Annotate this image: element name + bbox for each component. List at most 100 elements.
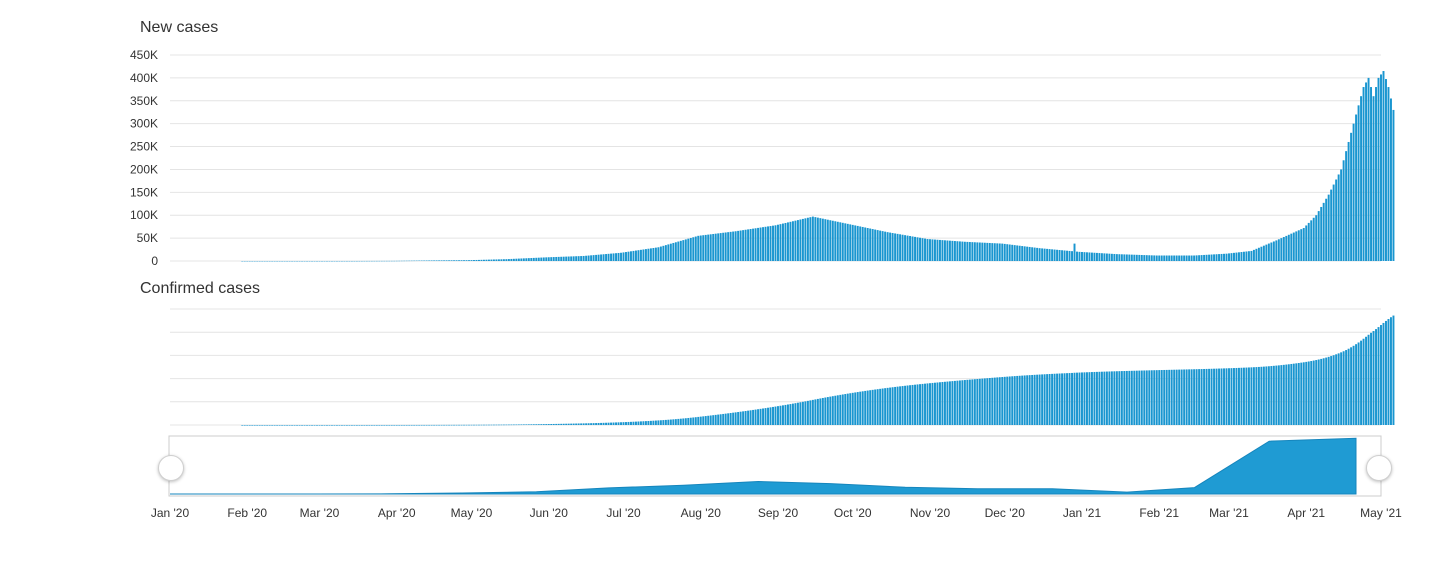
confirmed-cases-bar [258, 425, 261, 426]
new-cases-bar [1220, 253, 1223, 261]
new-cases-bar [430, 260, 433, 261]
confirmed-cases-bar [567, 423, 570, 425]
new-cases-bar [871, 229, 874, 261]
new-cases-bar [570, 256, 573, 261]
confirmed-cases-bar [826, 397, 829, 425]
x-tick-label: Aug '20 [681, 506, 722, 520]
new-cases-bar [547, 257, 550, 261]
new-cases-bar [672, 242, 675, 261]
confirmed-cases-bar [482, 424, 485, 426]
new-cases-bar [834, 221, 837, 261]
confirmed-cases-bar [473, 424, 475, 426]
new-cases-bar [654, 247, 657, 261]
new-cases-bar [634, 250, 637, 261]
confirmed-cases-bar [512, 424, 515, 426]
confirmed-cases-bar [475, 424, 478, 426]
new-cases-bar [627, 251, 630, 261]
new-cases-bar [1372, 96, 1375, 261]
confirmed-cases-bar [1233, 368, 1235, 425]
new-cases-bar [779, 224, 782, 261]
new-cases-bar [580, 256, 583, 261]
new-cases-bar [1178, 255, 1181, 261]
new-cases-bar [996, 243, 999, 261]
new-cases-bar [1058, 250, 1061, 261]
new-cases-bar [978, 242, 981, 261]
new-cases-bar [891, 233, 894, 261]
new-cases-bar [1277, 239, 1280, 261]
new-cases-bar [1041, 248, 1044, 261]
new-cases-bar [443, 260, 446, 261]
confirmed-cases-bar [1330, 356, 1333, 425]
confirmed-cases-bar [794, 403, 797, 425]
new-cases-bar [1110, 253, 1113, 261]
new-cases-bar [973, 242, 976, 261]
confirmed-cases-bar [639, 421, 642, 425]
confirmed-cases-bar [864, 390, 867, 425]
confirmed-cases-bar [1295, 363, 1298, 425]
new-cases-bar [826, 219, 829, 261]
new-cases-bar [682, 240, 685, 261]
confirmed-cases-bar [370, 424, 373, 426]
confirmed-cases-bar [480, 424, 483, 426]
x-tick-label: Nov '20 [910, 506, 951, 520]
new-cases-bar [824, 219, 827, 261]
confirmed-cases-bar [1036, 374, 1039, 425]
new-cases-bar [585, 255, 588, 261]
confirmed-cases-bar [303, 425, 306, 426]
confirmed-cases-bar [1280, 365, 1283, 425]
new-cases-bar [1292, 232, 1295, 261]
confirmed-cases-bar [941, 382, 944, 425]
new-cases-bar [702, 235, 705, 261]
confirmed-cases-bar [988, 377, 991, 425]
confirmed-cases-bar [874, 389, 877, 425]
new-cases-bar [1023, 246, 1026, 261]
new-cases-bar [879, 230, 882, 261]
new-cases-bar [846, 223, 849, 261]
confirmed-cases-bar [600, 422, 603, 425]
confirmed-cases-bar [1205, 368, 1208, 425]
confirmed-cases-bar [1302, 362, 1305, 425]
confirmed-cases-bar [1210, 368, 1213, 425]
confirmed-cases-bar [1188, 369, 1191, 425]
new-cases-bar [1357, 105, 1360, 261]
new-cases-bar [1093, 252, 1096, 261]
navigator[interactable] [168, 435, 1382, 497]
new-cases-bar [615, 253, 617, 261]
confirmed-cases-bar [313, 425, 316, 426]
x-tick-label: Feb '20 [227, 506, 267, 520]
confirmed-cases-bar [385, 424, 388, 426]
new-cases-bar [1205, 254, 1208, 261]
confirmed-cases-bar [1310, 361, 1313, 425]
confirmed-cases-bar [1305, 361, 1308, 425]
confirmed-cases-bar [1190, 369, 1193, 425]
confirmed-cases-bar [316, 425, 318, 426]
confirmed-cases-bar [1317, 359, 1320, 425]
confirmed-cases-bar [829, 396, 832, 425]
new-cases-bar [747, 229, 750, 261]
confirmed-cases-bar [1270, 366, 1273, 425]
new-cases-bar [804, 218, 807, 261]
confirmed-cases-bar [757, 409, 760, 425]
navigator-right-handle[interactable] [1366, 455, 1392, 481]
confirmed-cases-bar [948, 381, 951, 425]
confirmed-cases-bar [652, 420, 655, 425]
confirmed-cases-bar [958, 380, 961, 425]
new-cases-bar [1242, 251, 1245, 261]
new-cases-bar [520, 258, 523, 261]
new-cases-bar [1036, 247, 1039, 261]
confirmed-cases-title: Confirmed cases [140, 280, 261, 297]
new-cases-bar [649, 248, 652, 261]
new-cases-bars [241, 71, 1395, 262]
confirmed-cases-bar [779, 405, 782, 425]
confirmed-cases-bar [597, 422, 600, 425]
new-cases-bar [1105, 253, 1108, 261]
confirmed-cases-bar [301, 425, 304, 426]
confirmed-cases-bar [1128, 370, 1131, 425]
new-cases-bar [1262, 245, 1265, 261]
navigator-left-handle[interactable] [158, 455, 184, 481]
x-axis: Jan '20 Feb '20 Mar '20 Apr '20 May '20 Jun '… [151, 506, 1402, 520]
confirmed-cases-bar [921, 383, 924, 425]
new-cases-bar [829, 220, 832, 261]
confirmed-cases-bar [801, 401, 804, 425]
new-cases-bar [1337, 174, 1340, 261]
